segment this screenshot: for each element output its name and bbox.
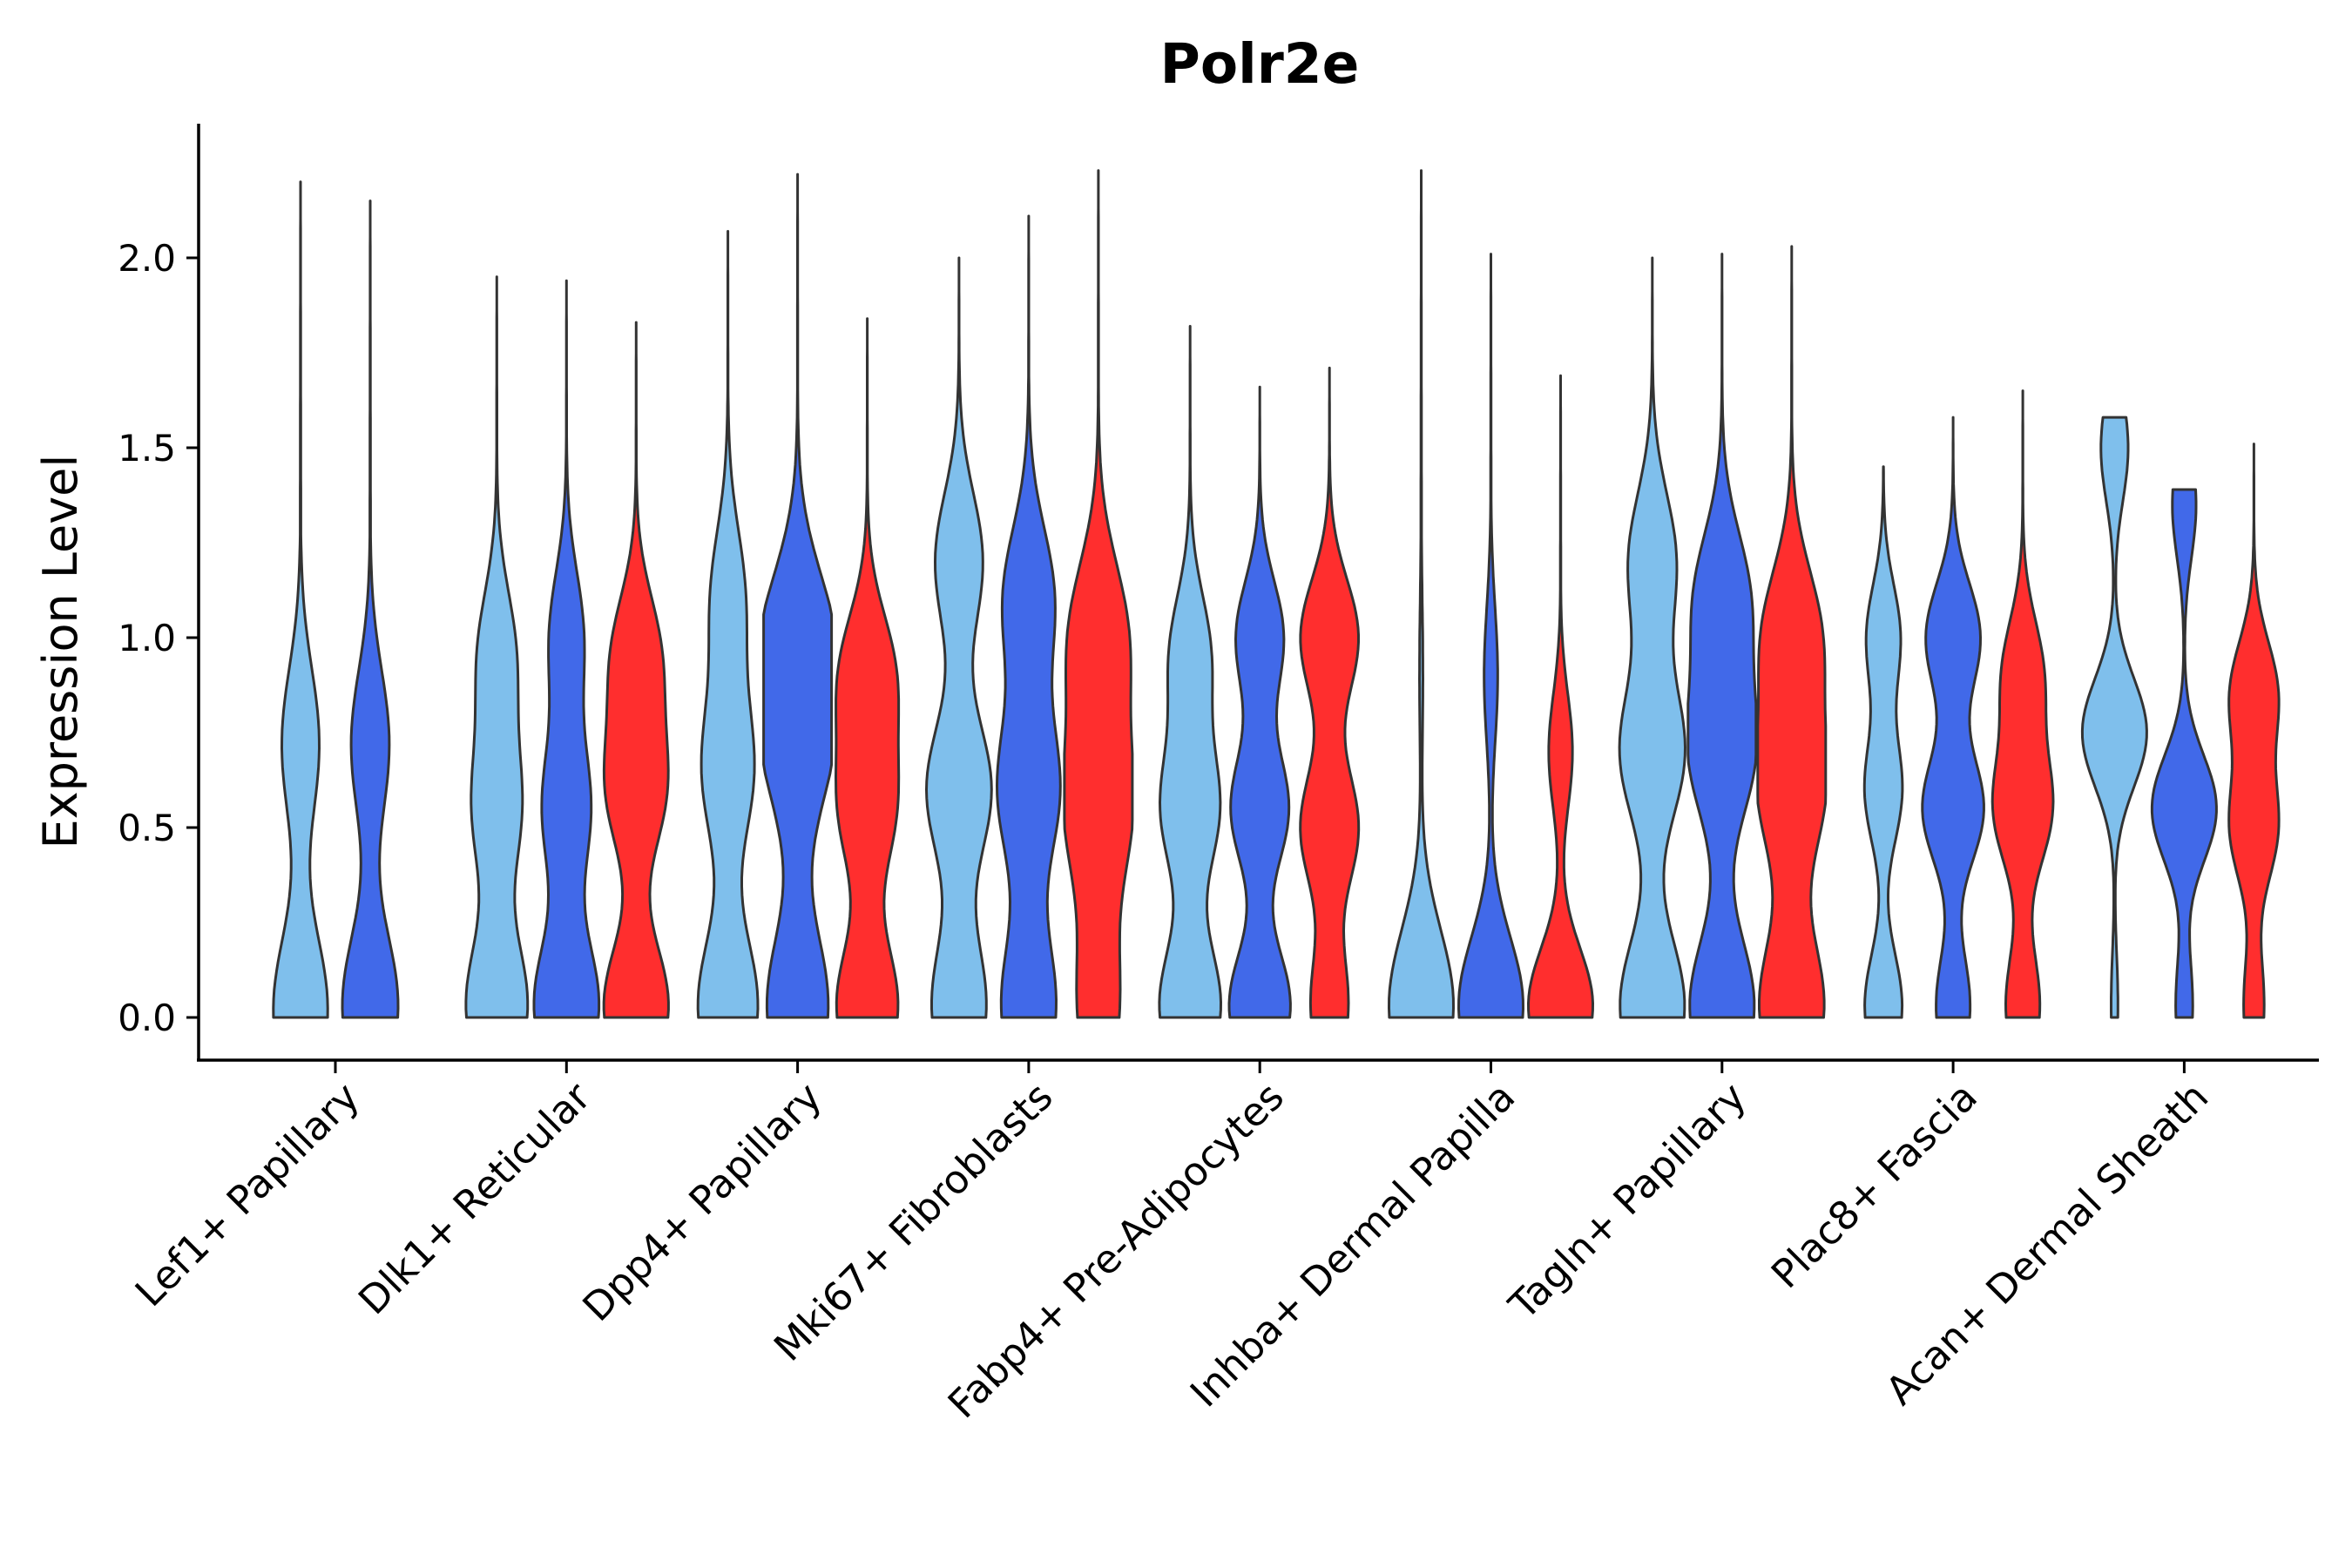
x-tick-label: Plac8+ Fascia [1762, 1073, 1986, 1297]
violin-shape [1921, 416, 1985, 1019]
x-tick-label: Tagln+ Papillary [1499, 1073, 1754, 1328]
violin-shape [532, 279, 601, 1019]
y-tick-label: 0.0 [118, 997, 176, 1039]
violin-layer [272, 169, 2281, 1019]
x-tick-label: Dpp4+ Papillary [574, 1073, 831, 1330]
violin-shape [1990, 389, 2055, 1019]
y-tick-label: 2.0 [118, 237, 176, 280]
violin-shape [1388, 169, 1455, 1019]
violin-shape [1158, 325, 1222, 1019]
violin-shape [464, 275, 530, 1019]
y-tick-label: 1.0 [118, 617, 176, 659]
violin-shape [762, 172, 834, 1019]
violin-shape [1063, 169, 1134, 1019]
violin-shape [1862, 465, 1904, 1019]
y-tick-label: 1.5 [118, 427, 176, 470]
violin-shape [2080, 416, 2148, 1019]
violin-shape [2227, 443, 2281, 1019]
violin-shape [1299, 366, 1361, 1019]
violin-shape [272, 180, 329, 1019]
violin-shape [996, 214, 1062, 1019]
chart-title: Polr2e [1160, 32, 1360, 96]
x-tick-label: Dlk1+ Reticular [349, 1073, 599, 1323]
violin-shape [696, 230, 760, 1019]
violin-shape [1756, 245, 1828, 1019]
violin-shape [602, 321, 670, 1019]
violin-shape [1227, 385, 1292, 1019]
violin-shape [1618, 256, 1686, 1019]
x-tick-label: Lef1+ Papillary [126, 1073, 368, 1315]
violin-shape [835, 317, 901, 1019]
violin-shape [1527, 374, 1594, 1019]
violin-shape [925, 256, 993, 1019]
violin-shape [1457, 253, 1524, 1019]
violin-shape [341, 199, 400, 1019]
violin-shape [2150, 488, 2218, 1019]
y-axis-ticks: 0.0 0.5 1.0 1.5 2.0 [118, 237, 199, 1039]
y-axis-label: Expression Level [33, 455, 88, 849]
violin-shape [1686, 253, 1758, 1019]
y-tick-label: 0.5 [118, 807, 176, 849]
